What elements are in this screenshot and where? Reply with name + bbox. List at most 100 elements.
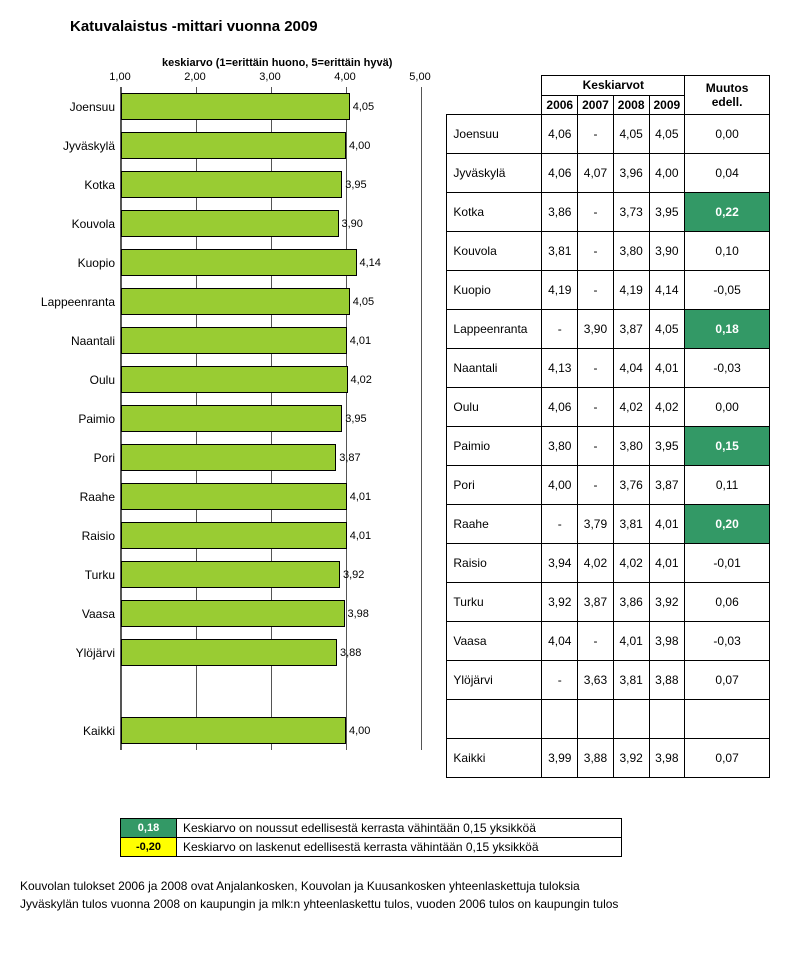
table-change-cell: 0,04 xyxy=(685,154,770,193)
bar: 3,87 xyxy=(121,444,336,471)
table-value-cell: - xyxy=(578,115,614,154)
table-value-cell: 4,00 xyxy=(542,466,578,505)
table-value-cell: 3,96 xyxy=(613,154,649,193)
table-city-cell: Lappeenranta xyxy=(447,310,542,349)
table-value-cell: 3,80 xyxy=(613,427,649,466)
bar-value-label: 4,14 xyxy=(360,257,381,269)
table-row: Raahe-3,793,814,010,20 xyxy=(447,505,770,544)
bar-category-label: Raahe xyxy=(80,490,115,504)
table-row: Kotka3,86-3,733,950,22 xyxy=(447,193,770,232)
legend-text-up: Keskiarvo on noussut edellisestä kerrast… xyxy=(177,819,621,837)
table-value-cell: 3,94 xyxy=(542,544,578,583)
table-value-cell: 4,05 xyxy=(649,115,685,154)
table-value-cell: 4,01 xyxy=(649,349,685,388)
axis-tick-label: 1,00 xyxy=(109,71,130,83)
bar-category-label: Kouvola xyxy=(72,217,115,231)
table-row: Raisio3,944,024,024,01-0,01 xyxy=(447,544,770,583)
bar-category-label: Turku xyxy=(85,568,115,582)
table-value-cell: 3,92 xyxy=(649,583,685,622)
table-value-cell: 4,13 xyxy=(542,349,578,388)
bar: 4,00 xyxy=(121,717,346,744)
table-change-cell: 0,18 xyxy=(685,310,770,349)
table-city-cell: Joensuu xyxy=(447,115,542,154)
table-row: Turku3,923,873,863,920,06 xyxy=(447,583,770,622)
table-value-cell: 3,81 xyxy=(542,232,578,271)
bar: 3,95 xyxy=(121,171,342,198)
table-change-cell: -0,03 xyxy=(685,349,770,388)
bar-chart: keskiarvo (1=erittäin huono, 5=erittäin … xyxy=(20,57,434,750)
bar-value-label: 3,98 xyxy=(348,608,369,620)
table-year-header: 2007 xyxy=(578,95,614,115)
table-value-cell: 3,79 xyxy=(578,505,614,544)
table-city-cell: Vaasa xyxy=(447,622,542,661)
table-value-cell: 3,90 xyxy=(649,232,685,271)
bar-category-label: Raisio xyxy=(82,529,115,543)
bar-value-label: 3,95 xyxy=(345,413,366,425)
bar-category-label: Kuopio xyxy=(78,256,115,270)
bar-value-label: 4,05 xyxy=(353,296,374,308)
table-change-cell: 0,00 xyxy=(685,115,770,154)
table-value-cell: - xyxy=(542,661,578,700)
bar: 3,90 xyxy=(121,210,339,237)
legend-swatch-down: -0,20 xyxy=(121,838,177,856)
table-city-cell: Turku xyxy=(447,583,542,622)
table-value-cell: 3,95 xyxy=(649,193,685,232)
bar-value-label: 4,01 xyxy=(350,530,371,542)
table-value-cell: 3,87 xyxy=(649,466,685,505)
table-city-cell: Jyväskylä xyxy=(447,154,542,193)
bar-value-label: 4,00 xyxy=(349,725,370,737)
bar: 4,01 xyxy=(121,327,347,354)
table-value-cell: - xyxy=(578,271,614,310)
table-row: Joensuu4,06-4,054,050,00 xyxy=(447,115,770,154)
bar-category-label: Jyväskylä xyxy=(63,139,115,153)
table-value-cell: 4,14 xyxy=(649,271,685,310)
table-value-cell: 4,19 xyxy=(613,271,649,310)
table-change-cell: -0,03 xyxy=(685,622,770,661)
table-value-cell: 3,98 xyxy=(649,739,685,778)
bar-value-label: 3,95 xyxy=(345,179,366,191)
table-change-cell: 0,15 xyxy=(685,427,770,466)
table-value-cell: - xyxy=(542,505,578,544)
bar-value-label: 3,90 xyxy=(342,218,363,230)
table-value-cell: - xyxy=(578,427,614,466)
bar-value-label: 3,88 xyxy=(340,647,361,659)
bar-category-label: Vaasa xyxy=(82,607,115,621)
table-change-cell: 0,20 xyxy=(685,505,770,544)
table-value-cell: 3,92 xyxy=(542,583,578,622)
table-row: Pori4,00-3,763,870,11 xyxy=(447,466,770,505)
bar-value-label: 4,00 xyxy=(349,140,370,152)
bar-category-label: Lappeenranta xyxy=(41,295,115,309)
table-change-cell: 0,11 xyxy=(685,466,770,505)
table-value-cell: 4,06 xyxy=(542,388,578,427)
table-change-cell: 0,06 xyxy=(685,583,770,622)
table-city-cell: Kouvola xyxy=(447,232,542,271)
axis-tick-label: 3,00 xyxy=(259,71,280,83)
table-value-cell: 3,73 xyxy=(613,193,649,232)
table-value-cell: 4,06 xyxy=(542,154,578,193)
table-value-cell: 3,90 xyxy=(578,310,614,349)
table-value-cell: 3,88 xyxy=(578,739,614,778)
table-row: Kuopio4,19-4,194,14-0,05 xyxy=(447,271,770,310)
axis-tick-label: 2,00 xyxy=(184,71,205,83)
table-value-cell: 3,76 xyxy=(613,466,649,505)
footnote: Jyväskylän tulos vuonna 2008 on kaupungi… xyxy=(20,897,770,911)
table-value-cell: 4,01 xyxy=(649,544,685,583)
table-value-cell: 3,81 xyxy=(613,505,649,544)
table-value-cell: 4,02 xyxy=(578,544,614,583)
table-value-cell: 3,95 xyxy=(649,427,685,466)
table-value-cell: 3,87 xyxy=(578,583,614,622)
table-value-cell: 4,04 xyxy=(613,349,649,388)
bar-value-label: 4,01 xyxy=(350,491,371,503)
table-value-cell: 3,63 xyxy=(578,661,614,700)
bar-category-label: Joensuu xyxy=(70,100,115,114)
table-row: Ylöjärvi-3,633,813,880,07 xyxy=(447,661,770,700)
bar-category-label: Ylöjärvi xyxy=(76,646,115,660)
table-row: Naantali4,13-4,044,01-0,03 xyxy=(447,349,770,388)
legend-text-down: Keskiarvo on laskenut edellisestä kerras… xyxy=(177,838,621,856)
bar: 4,14 xyxy=(121,249,357,276)
table-row xyxy=(447,700,770,739)
bar: 4,02 xyxy=(121,366,348,393)
table-value-cell: 4,05 xyxy=(613,115,649,154)
table-value-cell: 3,87 xyxy=(613,310,649,349)
table-value-cell: 3,99 xyxy=(542,739,578,778)
